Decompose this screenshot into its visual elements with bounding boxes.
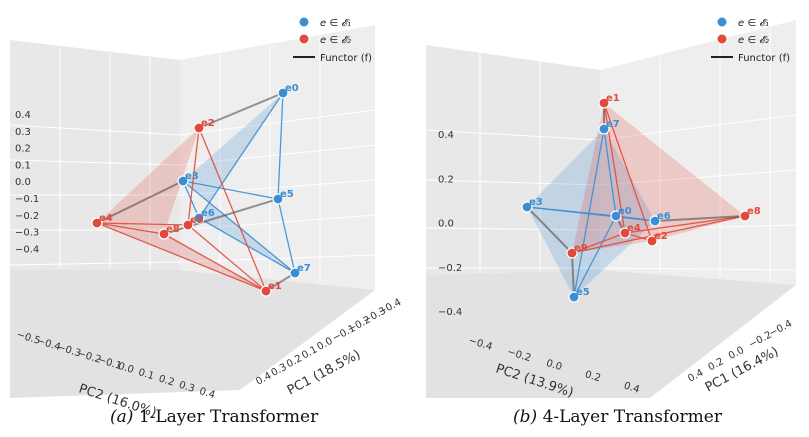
point-label-e6: e6	[657, 211, 671, 222]
z-tick-label: 0.2	[438, 174, 454, 185]
point-label-e2: e2	[654, 231, 668, 242]
point-label-e8: e8	[166, 224, 180, 235]
point-label-e2: e2	[201, 118, 215, 129]
legend-text-set1-a: e ∈ 𝓔₁	[320, 18, 351, 29]
legend-text-set1-b: e ∈ 𝓔₁	[738, 18, 769, 29]
z-tick-label: −0.3	[15, 228, 39, 239]
z-tick-label: −0.4	[438, 307, 462, 318]
z-tick-label: 0.1	[15, 160, 31, 171]
z-tick-label: −0.4	[15, 244, 39, 255]
point-label-e1: e1	[268, 281, 282, 292]
legend-text-set2-b: e ∈ 𝓔₂	[738, 35, 769, 46]
z-tick-label: −0.1	[15, 194, 39, 205]
z-tick-label: −0.2	[15, 211, 39, 222]
pane-back-right-a	[180, 25, 375, 290]
caption-a-label: (a)	[110, 407, 133, 427]
legend-marker-set1-b	[717, 17, 727, 27]
point-label-e0: e0	[618, 206, 632, 217]
point-label-e3: e3	[529, 197, 543, 208]
point-label-e9: e9	[190, 215, 204, 226]
z-tick-label: 0.0	[438, 219, 454, 230]
caption-a-title: 1-Layer Transformer	[139, 407, 318, 427]
point-label-e8: e8	[747, 206, 761, 217]
caption-b-title: 4-Layer Transformer	[543, 407, 722, 427]
z-tick-label: 0.4	[438, 130, 454, 141]
z-tick-label: 0.0	[15, 177, 31, 188]
point-label-e0: e0	[285, 83, 299, 94]
z-tick-label: −0.2	[438, 263, 462, 274]
legend-text-functor-b: Functor (f)	[738, 53, 790, 64]
point-label-e9: e9	[574, 243, 588, 254]
point-label-e3: e3	[185, 171, 199, 182]
legend-text-set2-a: e ∈ 𝓔₂	[320, 35, 351, 46]
point-label-e7: e7	[606, 119, 620, 130]
point-label-e4: e4	[99, 213, 113, 224]
legend-text-functor-a: Functor (f)	[320, 53, 372, 64]
caption-a: (a) 1-Layer Transformer	[110, 407, 318, 427]
point-label-e7: e7	[297, 263, 311, 274]
z-tick-label: 0.4	[15, 110, 31, 121]
point-label-e4: e4	[627, 223, 641, 234]
legend-marker-set2-a	[299, 34, 309, 44]
point-label-e5: e5	[576, 287, 590, 298]
point-label-e5: e5	[280, 189, 294, 200]
z-tick-label: 0.2	[15, 144, 31, 155]
point-label-e1: e1	[606, 93, 620, 104]
legend-marker-set2-b	[717, 34, 727, 44]
caption-b-label: (b)	[513, 407, 537, 427]
caption-b: (b) 4-Layer Transformer	[513, 407, 722, 427]
z-tick-label: 0.3	[15, 127, 31, 138]
legend-marker-set1-a	[299, 17, 309, 27]
